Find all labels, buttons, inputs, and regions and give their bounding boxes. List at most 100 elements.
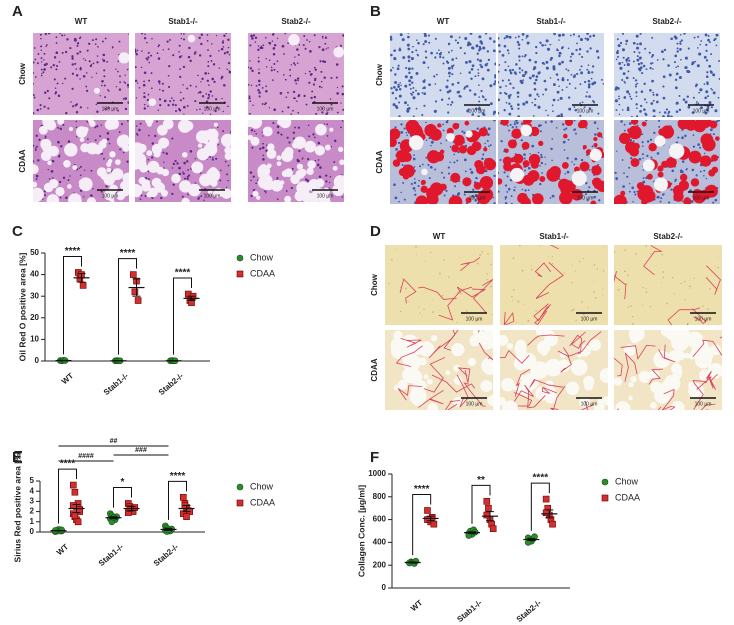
- nucleus: [158, 83, 161, 85]
- nucleus: [186, 175, 189, 178]
- vacuole: [624, 344, 636, 357]
- vacuole: [430, 334, 438, 342]
- nucleus: [643, 82, 646, 86]
- nucleus: [630, 115, 633, 117]
- nucleus: [211, 43, 213, 45]
- nucleus: [335, 63, 339, 66]
- vacuole: [545, 380, 554, 389]
- fiber: [418, 389, 444, 408]
- vacuole: [593, 402, 605, 410]
- nucleus: [405, 131, 408, 134]
- vacuole: [544, 390, 558, 404]
- nucleus: [250, 34, 253, 38]
- nucleus: [271, 40, 274, 42]
- nucleus: [653, 131, 656, 135]
- nucleus: [136, 49, 139, 52]
- y-tick-label: 0: [35, 356, 40, 365]
- nucleus: [521, 269, 524, 272]
- nucleus: [90, 169, 93, 172]
- vacuole: [529, 126, 540, 137]
- nucleus: [79, 66, 82, 69]
- nucleus: [211, 158, 214, 161]
- nucleus: [294, 63, 297, 66]
- nucleus: [446, 79, 449, 82]
- nucleus: [36, 108, 40, 112]
- legend-label: CDAA: [250, 497, 275, 507]
- nucleus: [558, 39, 560, 41]
- nucleus: [151, 142, 155, 145]
- nucleus: [326, 111, 329, 114]
- nucleus: [318, 85, 321, 88]
- nucleus: [679, 40, 682, 43]
- nucleus: [71, 57, 74, 60]
- vacuole: [465, 197, 472, 204]
- nucleus: [319, 166, 322, 169]
- nucleus: [632, 77, 635, 79]
- nucleus: [625, 76, 629, 80]
- nucleus: [499, 91, 502, 95]
- scale-bar-label: 100 µm: [695, 401, 712, 407]
- nucleus: [323, 123, 325, 125]
- nucleus: [658, 120, 661, 122]
- nucleus: [449, 35, 453, 39]
- vacuole: [329, 127, 334, 132]
- nucleus: [61, 34, 64, 37]
- nucleus: [414, 190, 416, 192]
- nucleus: [394, 126, 397, 129]
- nucleus: [539, 164, 541, 167]
- nucleus: [70, 101, 72, 103]
- nucleus: [712, 91, 716, 95]
- vacuole: [648, 143, 657, 152]
- nucleus: [147, 105, 149, 108]
- vacuole: [614, 194, 627, 204]
- nucleus: [341, 120, 344, 122]
- nucleus: [466, 43, 470, 47]
- nucleus: [341, 92, 344, 96]
- nucleus: [474, 199, 477, 202]
- vacuole: [204, 130, 210, 136]
- nucleus: [463, 193, 466, 196]
- nucleus: [675, 66, 678, 69]
- vacuole: [704, 184, 718, 198]
- nucleus: [536, 93, 539, 96]
- nucleus: [36, 62, 39, 65]
- vacuole: [405, 355, 412, 362]
- vacuole: [183, 121, 194, 131]
- nucleus: [494, 76, 496, 79]
- nucleus: [464, 170, 467, 173]
- vacuole: [635, 332, 644, 340]
- nucleus: [531, 101, 534, 104]
- nucleus: [447, 51, 450, 54]
- nucleus: [198, 196, 200, 199]
- nucleus: [140, 66, 143, 69]
- nucleus: [516, 95, 520, 98]
- nucleus: [544, 88, 548, 91]
- nucleus: [628, 59, 631, 62]
- nucleus: [92, 187, 94, 190]
- nucleus: [558, 85, 560, 87]
- data-point: [134, 297, 142, 304]
- data-point: [430, 520, 438, 528]
- nucleus: [559, 96, 563, 100]
- nucleus: [396, 67, 400, 71]
- nucleus: [487, 303, 489, 305]
- nucleus: [421, 113, 424, 117]
- nucleus: [126, 83, 129, 87]
- nucleus: [626, 63, 630, 67]
- nucleus: [404, 75, 408, 79]
- data-point: [483, 498, 491, 505]
- nucleus: [151, 156, 154, 159]
- scale-bar-label: 100 µm: [581, 401, 598, 407]
- nucleus: [157, 45, 160, 48]
- nucleus: [227, 38, 230, 42]
- nucleus: [707, 308, 710, 310]
- nucleus: [321, 111, 324, 114]
- nucleus: [325, 112, 328, 115]
- nucleus: [56, 64, 59, 67]
- nucleus: [196, 109, 198, 111]
- nucleus: [39, 33, 42, 36]
- nucleus: [531, 144, 535, 148]
- nucleus: [200, 42, 203, 46]
- nucleus: [144, 195, 147, 198]
- nucleus: [458, 36, 461, 39]
